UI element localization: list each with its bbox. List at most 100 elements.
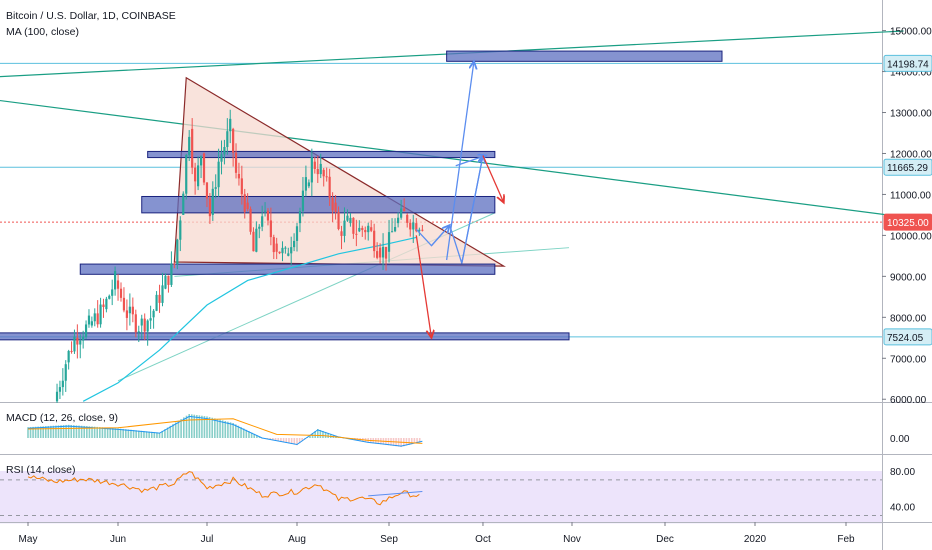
macd-bar — [245, 429, 248, 438]
macd-bar — [185, 415, 188, 438]
price-tick-label: 8000.00 — [890, 313, 927, 324]
price-tick-label: 7000.00 — [890, 354, 927, 365]
macd-bar — [124, 429, 127, 438]
macd-bar — [198, 415, 201, 438]
candle-body — [340, 231, 343, 236]
macd-bar — [227, 421, 229, 438]
macd-bar — [208, 417, 211, 438]
candle-body — [76, 337, 79, 345]
candle-body — [246, 202, 249, 209]
macd-bar — [298, 438, 301, 444]
support-resistance-zone — [141, 195, 496, 214]
macd-legend: MACD (12, 26, close, 9) — [6, 412, 119, 424]
candle-body — [301, 190, 305, 211]
candle-body — [252, 231, 255, 252]
candle-body — [155, 294, 158, 311]
candle-body — [249, 208, 252, 232]
macd-bar — [88, 426, 91, 438]
candle-body — [64, 364, 67, 381]
candle-body — [164, 275, 167, 289]
macd-bar — [240, 427, 242, 438]
macd-bar — [242, 428, 245, 438]
candle-body — [134, 314, 137, 333]
macd-bar — [158, 432, 161, 438]
candle-body — [55, 391, 59, 402]
chart-title: Bitcoin / U.S. Dollar, 1D, COINBASE — [6, 10, 176, 22]
price-label-box — [883, 158, 932, 176]
price-label-box — [883, 54, 932, 72]
candle-body — [116, 280, 120, 289]
candle-body — [237, 173, 241, 179]
macd-bar — [272, 438, 274, 441]
trendline — [0, 30, 904, 78]
macd-bar — [39, 426, 42, 438]
macd-bar — [99, 427, 101, 438]
candle-body — [102, 304, 105, 308]
candle-body — [290, 247, 293, 254]
candle-body — [310, 157, 313, 183]
candle-body — [188, 136, 191, 156]
macd-histogram — [27, 414, 421, 447]
macd-bar — [112, 428, 114, 438]
macd-bar — [164, 429, 166, 438]
macd-bar — [114, 428, 117, 438]
candle-body — [173, 263, 176, 265]
candle-body — [70, 350, 73, 352]
candle-body — [295, 226, 299, 241]
macd-bar — [216, 419, 219, 438]
macd-bar — [109, 427, 112, 438]
macd-bar — [224, 421, 227, 438]
candle-body — [93, 313, 96, 322]
time-tick-label: Sep — [380, 534, 398, 545]
candle-body — [316, 168, 319, 175]
candles — [55, 109, 424, 403]
macd-line — [27, 415, 423, 447]
projection-arrow-up — [430, 225, 449, 247]
candle-body — [176, 239, 179, 265]
candle-body — [122, 297, 126, 311]
price-tick-label: 12000.00 — [890, 149, 932, 160]
time-tick-label: Feb — [837, 534, 855, 545]
price-tick-label: 9000.00 — [890, 272, 927, 283]
macd-bar — [232, 423, 234, 438]
time-tick-label: Jul — [201, 534, 214, 545]
macd-bar — [104, 427, 106, 438]
macd-bar — [73, 425, 75, 438]
candle-body — [108, 295, 111, 299]
macd-bar — [75, 425, 78, 438]
macd-bar — [91, 426, 93, 438]
candle-body — [364, 230, 367, 233]
price-tick-label: 13000.00 — [890, 109, 932, 120]
candle-body — [349, 217, 352, 224]
price-tick-label: 15000.00 — [890, 27, 932, 38]
candle-body — [234, 152, 238, 173]
price-tick-label: 6000.00 — [890, 395, 927, 406]
candle-body — [284, 247, 287, 249]
support-resistance-zone — [446, 50, 723, 62]
candle-body — [358, 227, 361, 232]
projection-arrow-down — [415, 235, 431, 337]
macd-bar — [153, 432, 156, 438]
macd-bar — [135, 430, 137, 438]
macd-bar — [57, 425, 60, 438]
candle-body — [199, 156, 203, 166]
macd-bar — [127, 429, 130, 438]
candle-body — [179, 220, 182, 240]
candle-body — [409, 222, 412, 230]
candle-body — [229, 118, 232, 132]
macd-bar — [229, 422, 232, 438]
macd-bar — [93, 426, 96, 438]
macd-bar — [174, 422, 177, 438]
macd-bar — [324, 431, 327, 438]
candle-body — [87, 315, 91, 325]
projection-arrow-up — [455, 156, 486, 167]
macd-bar — [211, 417, 214, 438]
time-tick-label: Dec — [656, 534, 674, 545]
macd-bar — [183, 417, 185, 438]
price-label: 10325.00 — [887, 218, 929, 229]
macd-bar — [274, 438, 277, 441]
candle-body — [387, 232, 391, 252]
candle-body — [272, 237, 275, 253]
